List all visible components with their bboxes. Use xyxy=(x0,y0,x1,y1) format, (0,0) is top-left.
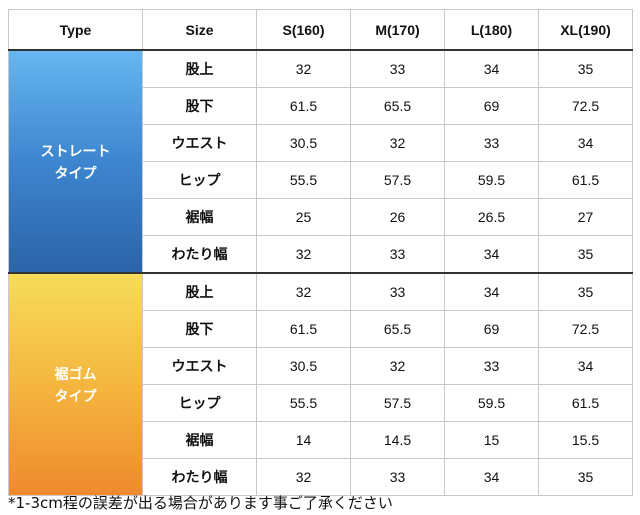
size-label: 股下 xyxy=(142,310,257,348)
value-cell: 32 xyxy=(350,347,445,385)
size-label: わたり幅 xyxy=(142,458,257,496)
table-row: ストレート タイプ 股上 32 33 34 35 xyxy=(8,49,633,274)
type-label-line2: タイプ xyxy=(54,164,97,181)
table-row: ヒップ 55.5 57.5 59.5 61.5 xyxy=(9,161,633,199)
header-size-l: L(180) xyxy=(444,9,539,51)
value-cell: 35 xyxy=(538,49,633,88)
table-row: 股下 61.5 65.5 69 72.5 xyxy=(9,87,633,125)
table-row: 裾ゴム タイプ 股上 32 33 34 35 xyxy=(8,272,633,496)
value-cell: 33 xyxy=(350,235,445,274)
value-cell: 65.5 xyxy=(350,87,445,125)
table-row: 裾幅 14 14.5 15 15.5 xyxy=(9,421,633,459)
value-cell: 15.5 xyxy=(538,421,633,459)
value-cell: 34 xyxy=(444,235,539,274)
table-row: ウエスト 30.5 32 33 34 xyxy=(9,124,633,162)
value-cell: 25 xyxy=(256,198,351,236)
table-row: 裾幅 25 26 26.5 27 xyxy=(9,198,633,236)
value-cell: 30.5 xyxy=(256,347,351,385)
value-cell: 57.5 xyxy=(350,384,445,422)
value-cell: 15 xyxy=(444,421,539,459)
type-label-line2: タイプ xyxy=(54,387,97,404)
value-cell: 35 xyxy=(538,235,633,274)
header-type: Type xyxy=(8,9,143,51)
header-size-xl: XL(190) xyxy=(538,9,633,51)
value-cell: 34 xyxy=(444,272,539,311)
value-cell: 33 xyxy=(350,458,445,496)
header-size: Size xyxy=(142,9,257,51)
type-cell-straight: ストレート タイプ xyxy=(8,49,143,274)
value-cell: 35 xyxy=(538,272,633,311)
value-cell: 34 xyxy=(538,347,633,385)
value-cell: 59.5 xyxy=(444,384,539,422)
value-cell: 69 xyxy=(444,87,539,125)
size-label: 裾幅 xyxy=(142,421,257,459)
value-cell: 26.5 xyxy=(444,198,539,236)
type-label-line1: 裾ゴム xyxy=(54,365,97,382)
size-label: わたり幅 xyxy=(142,235,257,274)
value-cell: 61.5 xyxy=(538,384,633,422)
value-cell: 61.5 xyxy=(538,161,633,199)
value-cell: 32 xyxy=(256,272,351,311)
value-cell: 33 xyxy=(350,272,445,311)
value-cell: 32 xyxy=(256,235,351,274)
value-cell: 33 xyxy=(444,124,539,162)
size-label: 股下 xyxy=(142,87,257,125)
value-cell: 35 xyxy=(538,458,633,496)
header-size-s: S(160) xyxy=(256,9,351,51)
header-row: Type Size S(160) M(170) L(180) XL(190) xyxy=(8,9,633,51)
value-cell: 55.5 xyxy=(256,384,351,422)
size-label: 裾幅 xyxy=(142,198,257,236)
size-chart: Type Size S(160) M(170) L(180) XL(190) ス… xyxy=(8,9,633,496)
value-cell: 32 xyxy=(256,49,351,88)
disclaimer-note: *1-3cm程の誤差が出る場合があります事ご了承ください xyxy=(8,494,393,512)
size-label: 股上 xyxy=(142,272,257,311)
value-cell: 34 xyxy=(538,124,633,162)
value-cell: 32 xyxy=(350,124,445,162)
value-cell: 27 xyxy=(538,198,633,236)
value-cell: 72.5 xyxy=(538,87,633,125)
value-cell: 61.5 xyxy=(256,310,351,348)
table-row: わたり幅 32 33 34 35 xyxy=(9,458,633,496)
value-cell: 33 xyxy=(350,49,445,88)
size-label: ウエスト xyxy=(142,124,257,162)
value-cell: 14 xyxy=(256,421,351,459)
size-table: Type Size S(160) M(170) L(180) XL(190) ス… xyxy=(8,9,633,496)
value-cell: 34 xyxy=(444,49,539,88)
value-cell: 32 xyxy=(256,458,351,496)
type-label-line1: ストレート xyxy=(40,142,111,159)
table-row: わたり幅 32 33 34 35 xyxy=(9,235,633,274)
value-cell: 33 xyxy=(444,347,539,385)
value-cell: 14.5 xyxy=(350,421,445,459)
size-label: ウエスト xyxy=(142,347,257,385)
value-cell: 65.5 xyxy=(350,310,445,348)
value-cell: 57.5 xyxy=(350,161,445,199)
value-cell: 26 xyxy=(350,198,445,236)
table-row: 股下 61.5 65.5 69 72.5 xyxy=(9,310,633,348)
header-size-m: M(170) xyxy=(350,9,445,51)
value-cell: 55.5 xyxy=(256,161,351,199)
value-cell: 61.5 xyxy=(256,87,351,125)
size-label: ヒップ xyxy=(142,161,257,199)
value-cell: 59.5 xyxy=(444,161,539,199)
value-cell: 34 xyxy=(444,458,539,496)
value-cell: 72.5 xyxy=(538,310,633,348)
size-label: ヒップ xyxy=(142,384,257,422)
size-label: 股上 xyxy=(142,49,257,88)
value-cell: 69 xyxy=(444,310,539,348)
value-cell: 30.5 xyxy=(256,124,351,162)
type-cell-elastic: 裾ゴム タイプ xyxy=(8,272,143,496)
